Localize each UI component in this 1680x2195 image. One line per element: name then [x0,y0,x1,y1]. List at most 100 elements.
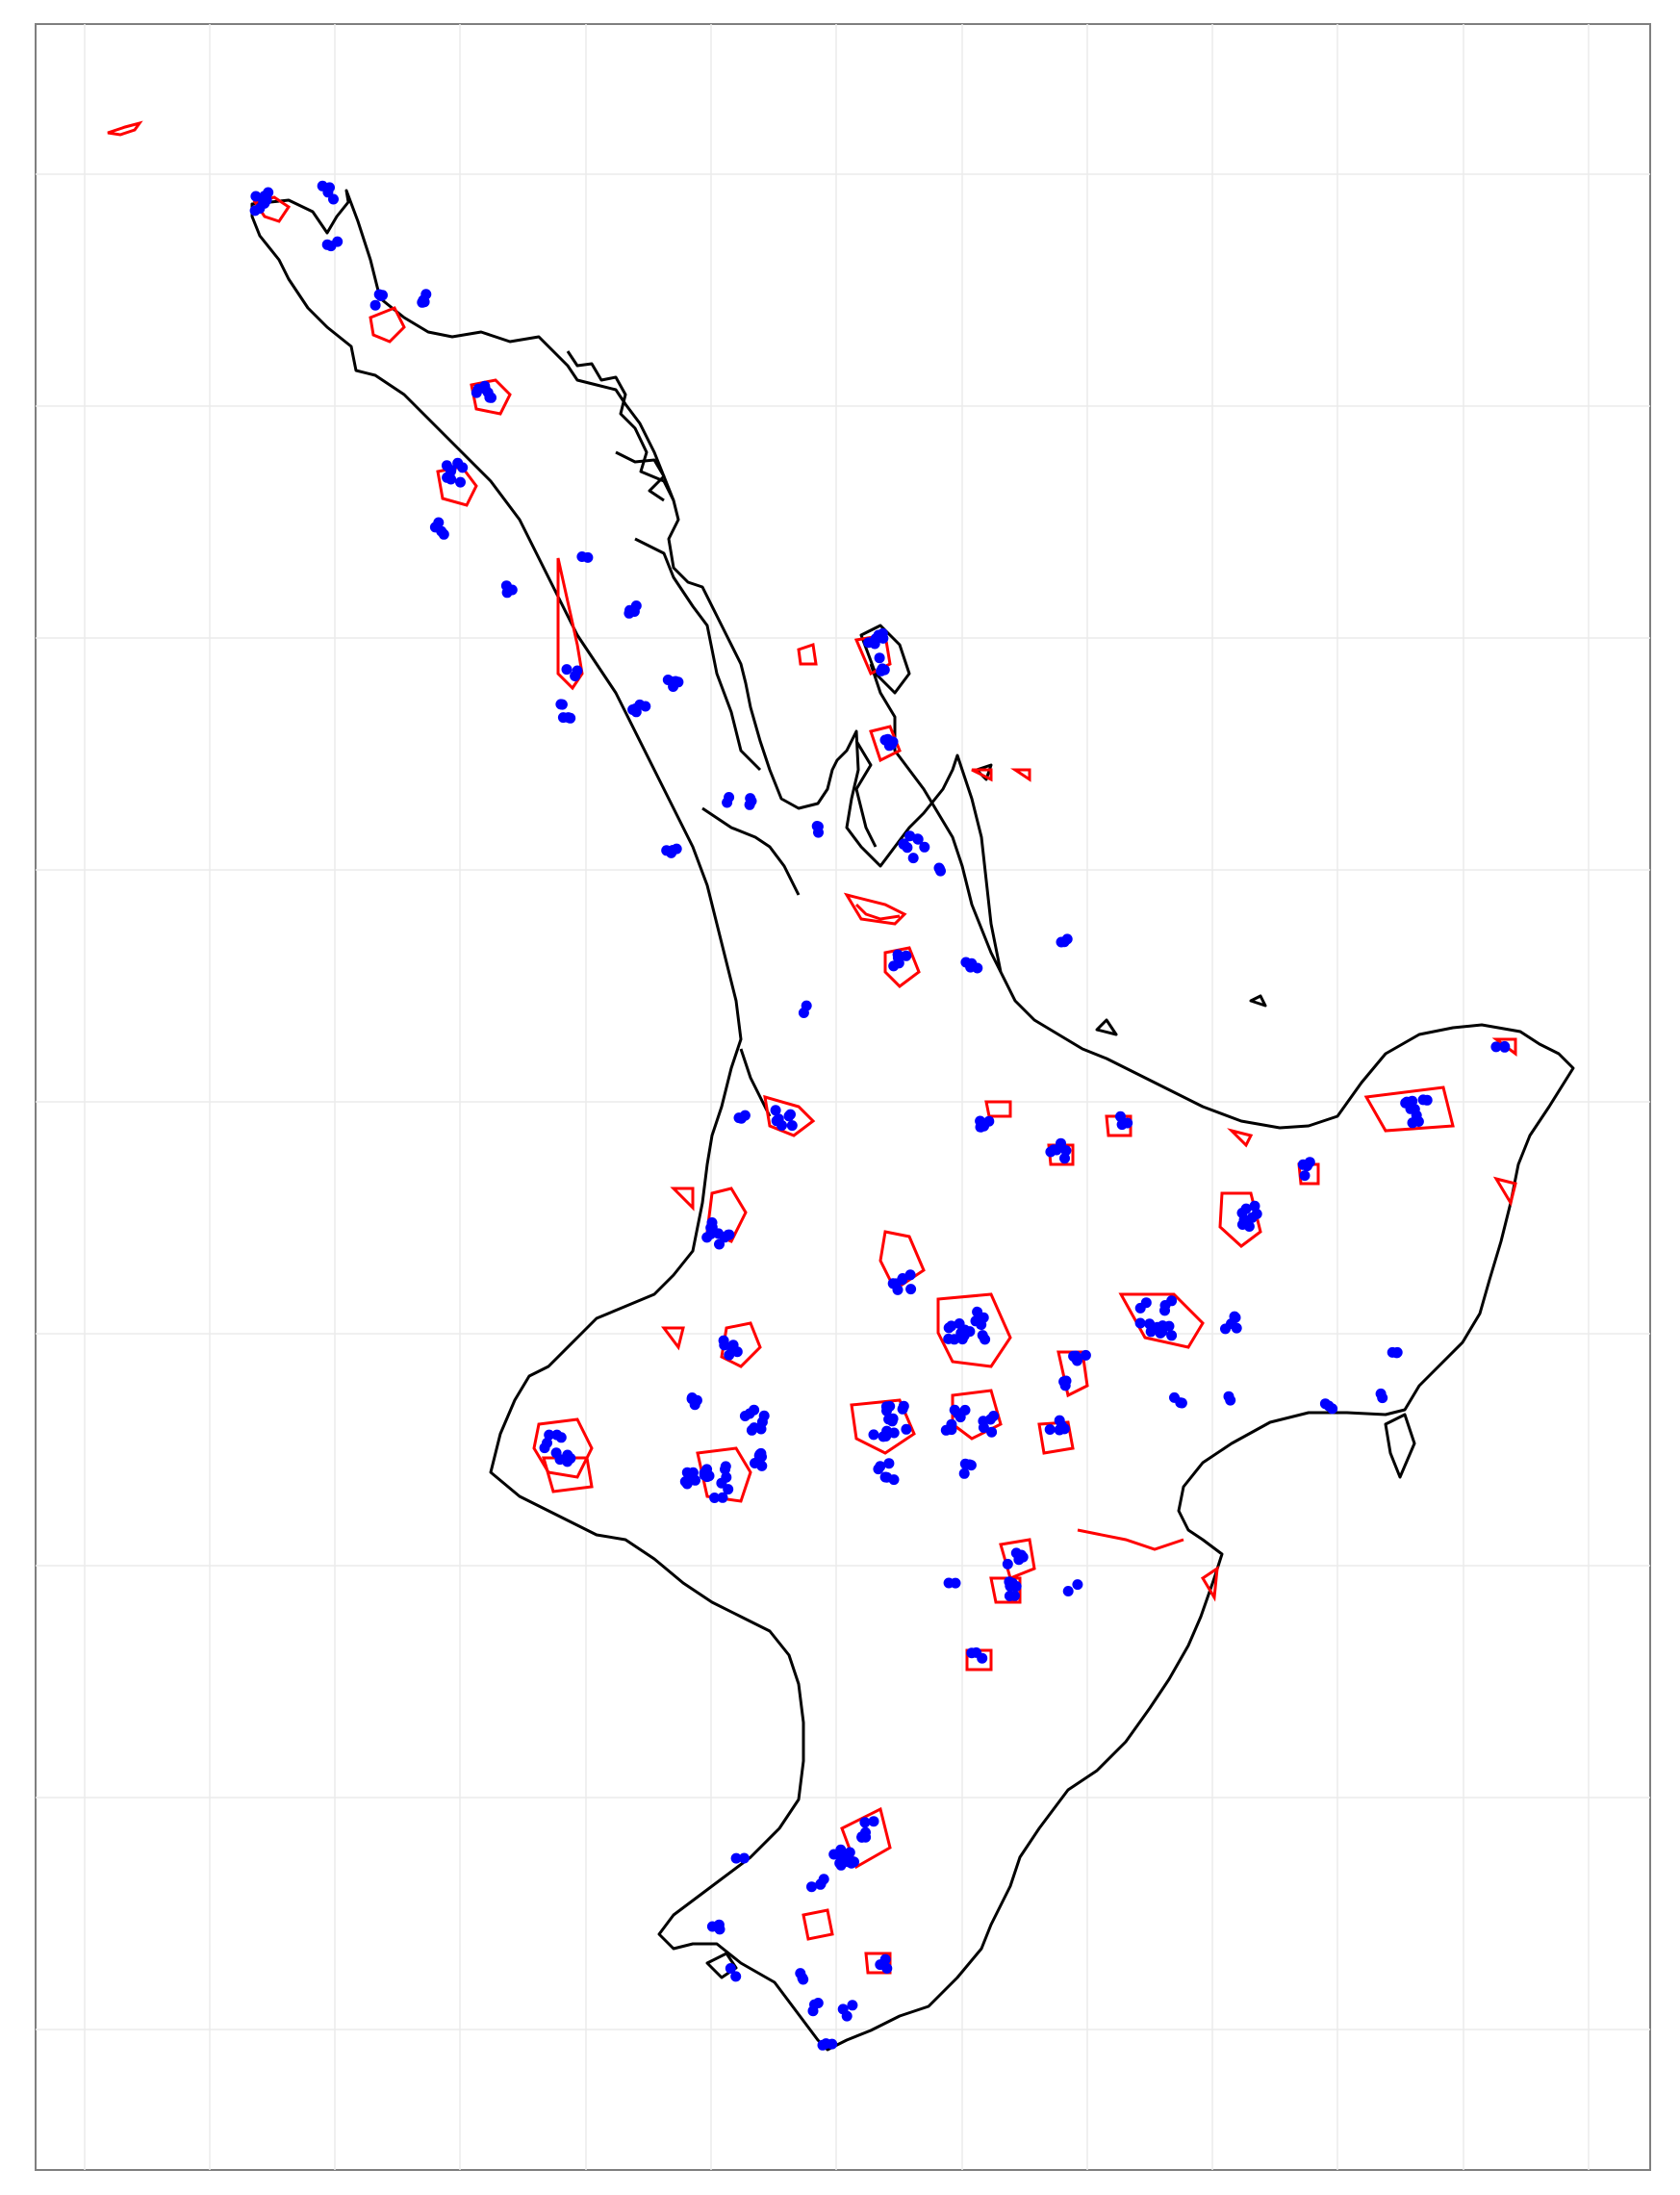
point-marker [935,865,946,877]
point-marker [429,522,441,533]
ragged-coast [566,350,675,501]
point-marker [868,1429,879,1441]
polygon [802,1908,834,1941]
point-marker [542,1438,552,1448]
point-marker [977,1652,988,1664]
polygon [883,946,921,988]
point-marker [880,1431,892,1442]
point-marker [877,663,888,675]
point-marker [746,1424,757,1436]
point-marker [709,1493,721,1503]
point-marker [821,2038,831,2050]
point-marker [919,841,930,853]
polygon [1077,1528,1184,1551]
point-marker [1059,1153,1070,1164]
point-marker [479,380,491,392]
point-marker [717,1492,728,1503]
point-marker [756,1417,768,1428]
point-marker [563,712,574,724]
polygon [797,643,818,666]
polygon [1492,1176,1517,1207]
point-marker [1068,1350,1080,1362]
point-marker [888,1474,900,1486]
point-marker [907,853,919,864]
point-marker [979,1120,989,1132]
polygon [107,120,143,137]
polygon [670,1187,695,1212]
point-marker [986,1426,998,1438]
point-marker [744,799,755,810]
point-marker [561,664,573,676]
graticule [36,24,1650,2170]
polygon [1363,1085,1455,1133]
polygon [696,1446,752,1503]
point-marker [959,1404,971,1416]
polygon [864,1952,892,1975]
north-island-coastline [250,189,1575,2052]
point-marker [681,1478,693,1490]
point-marker [846,1857,857,1869]
polygon [971,768,993,782]
point-marker [725,1963,736,1974]
polygon [965,1648,993,1672]
point-marker [724,1349,735,1361]
polygon [720,1321,762,1368]
point-marker [898,838,909,850]
point-marker [1240,1203,1252,1214]
point-marker [1499,1040,1511,1052]
point-marker [1115,1110,1126,1122]
point-marker [868,1816,879,1827]
point-marker [888,960,900,972]
point-marker [713,1228,725,1239]
point-marker [901,950,912,961]
point-marker [892,949,904,960]
point-marker [668,681,679,692]
point-marker [771,1115,782,1127]
point-marker [964,1326,976,1338]
point-marker [1159,1300,1171,1311]
point-marker [259,191,270,202]
polygon [1010,768,1031,782]
polygon [1218,1191,1262,1248]
point-marker [965,961,977,973]
point-marker [671,843,682,855]
point-marker [806,1881,817,1893]
point-marker [1009,1590,1020,1601]
ragged-coast [739,1048,772,1117]
point-marker [570,671,581,681]
polygon [1227,1128,1254,1148]
point-marker [455,476,466,488]
point-marker [544,1429,555,1441]
point-marker [1230,1312,1241,1323]
point-marker [739,1411,751,1421]
coromandel-coast [854,740,878,848]
point-marker [912,833,924,845]
polygon [556,557,584,691]
point-marker [1056,1420,1068,1432]
point-marker [1391,1346,1403,1358]
point-marker [841,2010,853,2022]
point-marker [624,604,635,616]
point-marker [452,457,464,469]
point-marker [1490,1041,1502,1053]
polygon [369,306,406,344]
point-marker [883,1414,895,1425]
point-marker [904,1269,916,1281]
point-marker [554,1454,566,1466]
point-marker [375,291,387,301]
point-marker [1002,1558,1013,1570]
point-marker [555,1432,567,1443]
point-marker [812,821,824,832]
point-marker [701,1232,713,1243]
point-marker [978,1422,989,1433]
point-layer [249,180,1511,2051]
point-marker [883,1458,895,1469]
point-marker [818,1874,829,1885]
point-marker [1176,1397,1187,1409]
point-marker [471,387,482,398]
point-marker [442,472,453,483]
point-marker [328,193,339,205]
point-marker [369,299,381,311]
point-marker [1251,1209,1262,1219]
